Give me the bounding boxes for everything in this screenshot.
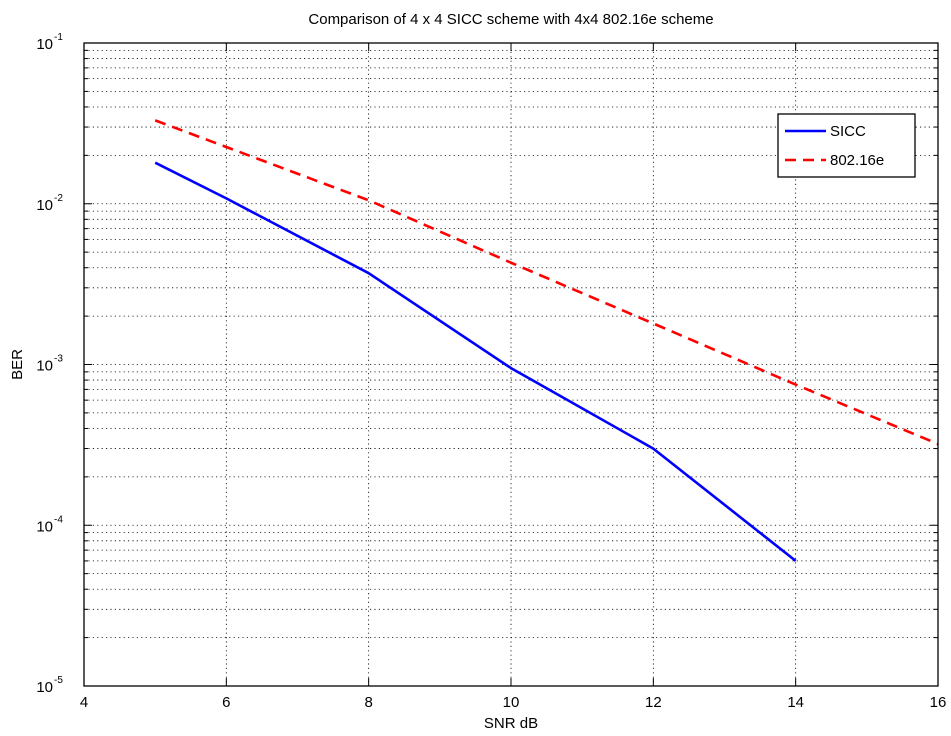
tick-marks [83, 43, 939, 687]
x-tick-label: 12 [645, 694, 662, 711]
y-tick-label: 10 -2 [36, 193, 63, 214]
x-tick-label: 14 [787, 694, 804, 711]
series-line-802-16e [154, 119, 939, 446]
x-tick-label: 4 [80, 694, 88, 711]
y-tick-exponent: -1 [54, 32, 63, 43]
y-tick-label: 10 -4 [36, 514, 63, 535]
y-tick-exponent: -3 [54, 354, 63, 365]
legend-label: SICC [830, 123, 866, 140]
x-tick-label: 6 [222, 694, 230, 711]
y-tick-base: 10 [36, 518, 53, 535]
grid-lines [84, 43, 938, 686]
y-tick-base: 10 [36, 197, 53, 214]
x-tick-label: 16 [930, 694, 947, 711]
x-tick-label: 10 [503, 694, 520, 711]
x-tick-labels: 4 6 8 10 12 14 16 [80, 694, 947, 711]
x-tick-label: 8 [364, 694, 372, 711]
y-tick-base: 10 [36, 358, 53, 375]
y-tick-exponent: -4 [54, 514, 63, 525]
legend: SICC 802.16e [777, 113, 916, 178]
y-tick-label: 10 -1 [36, 32, 63, 53]
legend-label: 802.16e [830, 152, 884, 169]
y-tick-exponent: -2 [54, 193, 63, 204]
y-tick-labels: 10-510-410-310-210-1 [36, 32, 63, 696]
series-lines [154, 119, 939, 562]
x-axis-label: SNR dB [484, 715, 538, 732]
y-tick-base: 10 [36, 36, 53, 53]
chart-title: Comparison of 4 x 4 SICC scheme with 4x4… [308, 11, 713, 28]
legend-box [777, 113, 916, 178]
y-tick-exponent: -5 [54, 675, 63, 686]
y-axis-label: BER [9, 349, 26, 380]
y-tick-label: 10 -3 [36, 354, 63, 375]
series-line-sicc [154, 161, 797, 562]
y-tick-base: 10 [36, 679, 53, 696]
y-tick-label: 10 -5 [36, 675, 63, 696]
